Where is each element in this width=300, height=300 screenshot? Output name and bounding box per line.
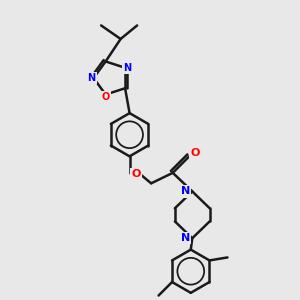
Text: O: O <box>131 169 141 179</box>
Text: N: N <box>181 186 190 197</box>
Text: N: N <box>181 233 190 243</box>
Text: O: O <box>190 148 200 158</box>
Text: N: N <box>123 63 131 73</box>
Text: N: N <box>87 73 96 83</box>
Text: O: O <box>101 92 110 102</box>
